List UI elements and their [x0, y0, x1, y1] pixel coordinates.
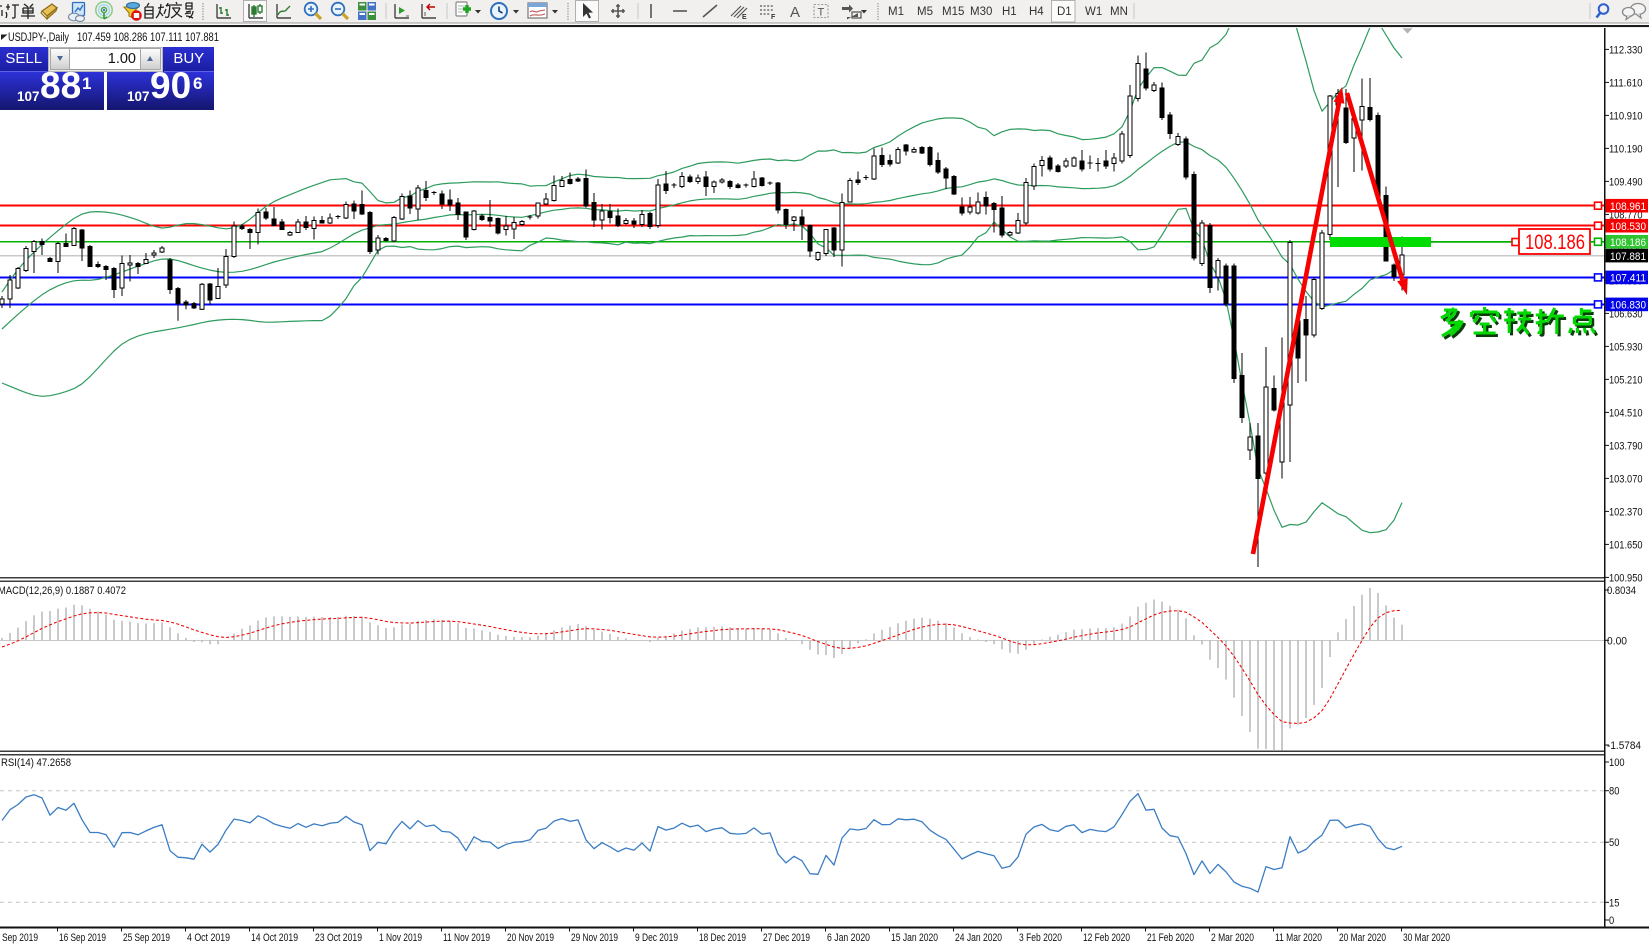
- svg-text:110.910: 110.910: [1609, 110, 1643, 122]
- svg-text:27 Dec 2019: 27 Dec 2019: [763, 932, 810, 944]
- svg-text:111.610: 111.610: [1609, 77, 1643, 89]
- svg-text:50: 50: [1609, 837, 1619, 849]
- svg-text:105.930: 105.930: [1609, 341, 1643, 353]
- svg-text:M1: M1: [888, 6, 904, 18]
- svg-text:107.411: 107.411: [1610, 273, 1646, 285]
- svg-text:11 Mar 2020: 11 Mar 2020: [1275, 932, 1322, 944]
- svg-text:12 Feb 2020: 12 Feb 2020: [1083, 932, 1130, 944]
- svg-text:102.370: 102.370: [1609, 506, 1643, 518]
- svg-text:105.210: 105.210: [1609, 374, 1643, 386]
- svg-text:14 Oct 2019: 14 Oct 2019: [251, 932, 298, 944]
- svg-text:103.070: 103.070: [1609, 473, 1643, 485]
- svg-text:4 Oct 2019: 4 Oct 2019: [187, 932, 230, 944]
- svg-text:108.530: 108.530: [1610, 221, 1646, 233]
- svg-text:110.190: 110.190: [1609, 143, 1643, 155]
- svg-text:23 Oct 2019: 23 Oct 2019: [315, 932, 362, 944]
- svg-text:30 Mar 2020: 30 Mar 2020: [1403, 932, 1450, 944]
- svg-text:A: A: [790, 4, 800, 21]
- svg-text:2 Mar 2020: 2 Mar 2020: [1211, 932, 1254, 944]
- svg-text:USDJPY-,Daily: USDJPY-,Daily: [8, 32, 69, 44]
- svg-text:M15: M15: [942, 6, 964, 18]
- svg-text:15 Jan 2020: 15 Jan 2020: [891, 932, 938, 944]
- svg-text:20 Mar 2020: 20 Mar 2020: [1339, 932, 1386, 944]
- svg-text:MN: MN: [1110, 6, 1128, 18]
- svg-text:3 Feb 2020: 3 Feb 2020: [1019, 932, 1062, 944]
- svg-text:W1: W1: [1085, 6, 1102, 18]
- svg-text:0.00: 0.00: [1607, 635, 1627, 647]
- svg-text:RSI(14) 47.2658: RSI(14) 47.2658: [1, 757, 71, 769]
- svg-text:24 Jan 2020: 24 Jan 2020: [955, 932, 1002, 944]
- svg-text:104.510: 104.510: [1609, 407, 1643, 419]
- svg-text:16 Sep 2019: 16 Sep 2019: [59, 932, 106, 944]
- svg-text:H1: H1: [1002, 6, 1017, 18]
- svg-text:25 Sep 2019: 25 Sep 2019: [123, 932, 170, 944]
- svg-text:107.459 108.286 107.111 107.88: 107.459 108.286 107.111 107.881: [77, 32, 219, 44]
- svg-text:9 Sep 2019: 9 Sep 2019: [0, 932, 38, 944]
- svg-text:0: 0: [1609, 915, 1614, 927]
- svg-text:80: 80: [1609, 786, 1619, 798]
- svg-text:103.790: 103.790: [1609, 440, 1643, 452]
- svg-text:18 Dec 2019: 18 Dec 2019: [699, 932, 746, 944]
- svg-text:21 Feb 2020: 21 Feb 2020: [1147, 932, 1194, 944]
- svg-text:6 Jan 2020: 6 Jan 2020: [827, 932, 870, 944]
- svg-text:D1: D1: [1057, 6, 1072, 18]
- svg-text:100.950: 100.950: [1609, 572, 1643, 584]
- svg-text:29 Nov 2019: 29 Nov 2019: [571, 932, 618, 944]
- svg-text:108.186: 108.186: [1610, 237, 1646, 249]
- svg-text:107.881: 107.881: [1610, 251, 1646, 263]
- svg-text:109.490: 109.490: [1609, 176, 1643, 188]
- svg-text:108.961: 108.961: [1610, 201, 1646, 213]
- svg-text:E: E: [742, 14, 747, 21]
- svg-text:100: 100: [1609, 757, 1625, 769]
- svg-text:T: T: [818, 7, 825, 19]
- svg-text:1 Nov 2019: 1 Nov 2019: [379, 932, 422, 944]
- svg-text:M30: M30: [970, 6, 992, 18]
- svg-text:20 Nov 2019: 20 Nov 2019: [507, 932, 554, 944]
- svg-text:-1.5784: -1.5784: [1607, 740, 1641, 752]
- svg-text:9 Dec 2019: 9 Dec 2019: [635, 932, 678, 944]
- svg-text:112.330: 112.330: [1609, 44, 1643, 56]
- svg-text:101.650: 101.650: [1609, 539, 1643, 551]
- svg-text:106.630: 106.630: [1609, 308, 1643, 320]
- svg-text:106.830: 106.830: [1610, 300, 1646, 312]
- svg-text:15: 15: [1609, 897, 1619, 909]
- svg-text:MACD(12,26,9) 0.1887 0.4072: MACD(12,26,9) 0.1887 0.4072: [0, 585, 126, 597]
- svg-text:H4: H4: [1029, 6, 1044, 18]
- svg-text:11 Nov 2019: 11 Nov 2019: [443, 932, 490, 944]
- svg-text:F: F: [771, 14, 776, 21]
- svg-text:M5: M5: [917, 6, 933, 18]
- svg-text:0.8034: 0.8034: [1607, 585, 1636, 597]
- svg-text:108.186: 108.186: [1525, 230, 1585, 254]
